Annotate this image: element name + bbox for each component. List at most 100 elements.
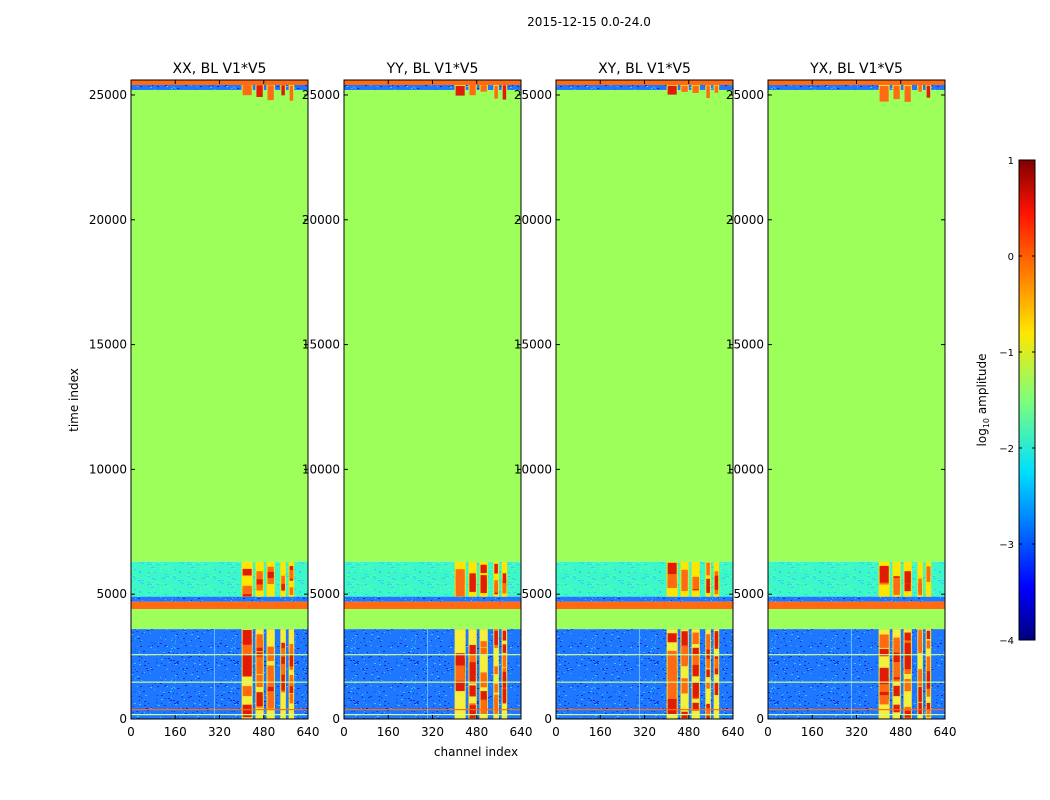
rfi-blob bbox=[502, 644, 507, 653]
rfi-blob bbox=[242, 668, 252, 677]
rfi-blob bbox=[706, 658, 710, 669]
rfi-blob bbox=[904, 679, 911, 692]
rfi-blob bbox=[455, 658, 465, 672]
rfi-blob bbox=[706, 562, 710, 576]
time-band-4 bbox=[556, 596, 733, 602]
y-tick-label: 15000 bbox=[89, 338, 127, 352]
rfi-blob bbox=[714, 631, 719, 638]
rfi-blob bbox=[455, 583, 465, 597]
rfi-blob bbox=[480, 578, 487, 594]
rfi-blob bbox=[667, 562, 677, 576]
rfi-blob bbox=[256, 656, 263, 668]
x-tick-label: 640 bbox=[510, 725, 533, 739]
rfi-blob bbox=[256, 692, 263, 707]
rfi-blob bbox=[480, 647, 487, 655]
rfi-blob bbox=[289, 654, 294, 667]
rfi-blob bbox=[667, 669, 677, 686]
rfi-blob bbox=[256, 85, 263, 97]
time-band-5 bbox=[131, 601, 308, 610]
rfi-blob bbox=[494, 683, 498, 693]
rfi-blob bbox=[502, 671, 507, 688]
rfi-blob bbox=[256, 579, 263, 588]
rfi-blob bbox=[681, 570, 688, 584]
y-axis-label: time index bbox=[67, 368, 81, 432]
rfi-blob bbox=[267, 696, 274, 709]
rfi-blob bbox=[904, 647, 911, 664]
y-tick-label: 5000 bbox=[521, 587, 552, 601]
rfi-blob bbox=[714, 634, 719, 643]
rfi-blob bbox=[926, 85, 931, 98]
colorbar-tick-label: −2 bbox=[999, 444, 1014, 455]
time-line bbox=[131, 714, 308, 716]
y-tick-label: 15000 bbox=[726, 338, 764, 352]
rfi-blob bbox=[267, 572, 274, 585]
rfi-blob bbox=[714, 684, 719, 696]
time-band-6 bbox=[344, 609, 521, 630]
rfi-blob bbox=[494, 580, 498, 593]
time-line bbox=[344, 681, 521, 683]
rfi-blob bbox=[681, 85, 688, 92]
y-tick-label: 15000 bbox=[302, 338, 340, 352]
rfi-blob bbox=[692, 85, 699, 93]
x-tick-label: 480 bbox=[677, 725, 700, 739]
rfi-blob bbox=[879, 667, 889, 682]
rfi-blob bbox=[242, 568, 252, 576]
colorbar-label: log10 amplitude bbox=[975, 354, 991, 447]
colorbar-tick-label: −1 bbox=[999, 348, 1014, 359]
time-band-2 bbox=[556, 89, 733, 562]
rfi-blob bbox=[926, 630, 931, 639]
rfi-blob bbox=[289, 674, 294, 687]
y-tick-label: 10000 bbox=[514, 462, 552, 476]
x-tick-label: 0 bbox=[127, 725, 135, 739]
time-line bbox=[344, 714, 521, 716]
time-band-2 bbox=[131, 89, 308, 562]
rfi-blob bbox=[879, 648, 889, 657]
rfi-blob bbox=[714, 658, 719, 669]
rfi-blob bbox=[692, 656, 699, 672]
rfi-blob bbox=[879, 695, 889, 705]
time-line bbox=[556, 714, 733, 716]
rfi-blob bbox=[918, 84, 922, 92]
colorbar-gradient bbox=[1018, 159, 1036, 641]
time-band-2 bbox=[344, 89, 521, 562]
rfi-blob bbox=[502, 688, 507, 702]
y-tick-label: 25000 bbox=[89, 88, 127, 102]
time-band-5 bbox=[344, 601, 521, 610]
y-tick-label: 0 bbox=[756, 712, 764, 726]
rfi-blob bbox=[281, 675, 285, 691]
rfi-blob bbox=[918, 676, 922, 687]
rfi-blob bbox=[480, 564, 487, 574]
time-band-7 bbox=[344, 629, 521, 719]
time-line bbox=[768, 709, 945, 711]
rfi-blob bbox=[893, 640, 900, 653]
rfi-blob bbox=[926, 670, 931, 684]
rfi-blob bbox=[469, 85, 476, 96]
rfi-blob bbox=[681, 569, 688, 577]
channel-line bbox=[213, 629, 215, 719]
panel-title: YY, BL V1*V5 bbox=[386, 61, 479, 77]
time-line bbox=[556, 709, 733, 711]
rfi-blob bbox=[455, 665, 465, 681]
x-tick-label: 480 bbox=[465, 725, 488, 739]
y-tick-label: 5000 bbox=[96, 587, 127, 601]
rfi-blob bbox=[469, 662, 476, 674]
y-tick-label: 20000 bbox=[302, 213, 340, 227]
time-band-1 bbox=[768, 84, 945, 90]
x-tick-label: 320 bbox=[633, 725, 656, 739]
rfi-blob bbox=[706, 634, 710, 647]
rfi-blob bbox=[667, 660, 677, 676]
rfi-blob bbox=[480, 699, 487, 715]
rfi-blob bbox=[926, 679, 931, 689]
rfi-blob bbox=[469, 710, 476, 717]
rfi-blob bbox=[706, 85, 710, 99]
rfi-blob bbox=[267, 571, 274, 579]
rfi-blob bbox=[281, 583, 285, 591]
y-tick-label: 0 bbox=[332, 712, 340, 726]
rfi-blob bbox=[281, 575, 285, 585]
rfi-blob bbox=[667, 85, 677, 95]
rfi-blob bbox=[494, 666, 498, 675]
rfi-blob bbox=[692, 682, 699, 698]
rfi-blob bbox=[893, 651, 900, 663]
rfi-blob bbox=[256, 584, 263, 591]
